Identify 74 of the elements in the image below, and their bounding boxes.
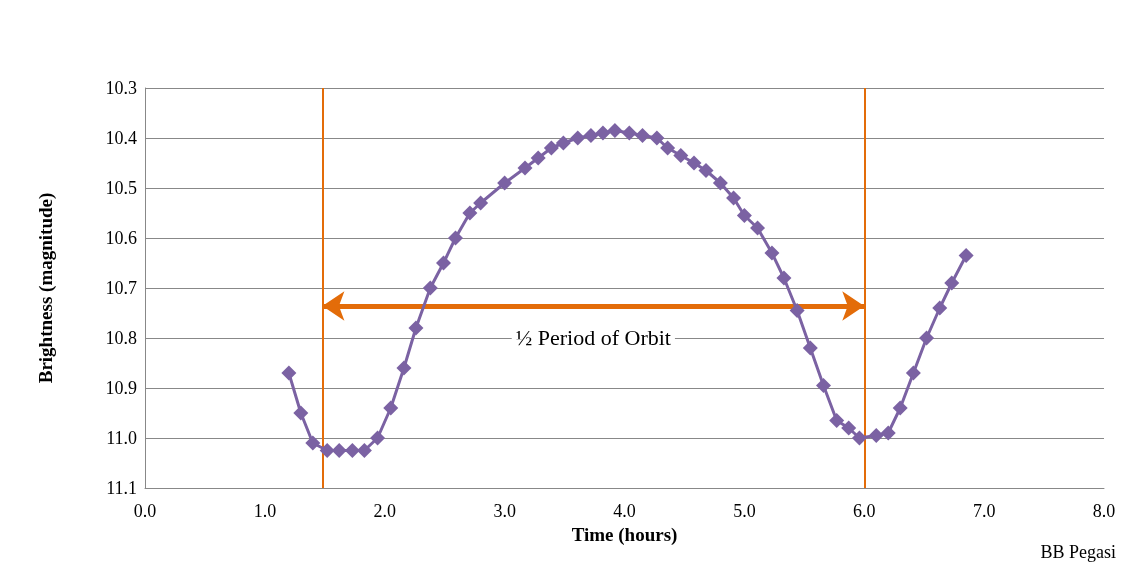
point [736,208,752,223]
point [932,300,948,316]
point [462,205,478,221]
y-tick-label: 10.4 [105,128,137,148]
point [621,125,637,141]
y-tick-label: 10.7 [105,278,137,298]
annotation: ½ Period of Orbit [515,324,671,350]
point [607,123,623,138]
point [750,220,766,236]
x-tick-label: 2.0 [373,501,396,521]
point [802,340,818,356]
point [383,400,399,416]
point [660,140,676,156]
x-tick-label: 7.0 [972,501,996,521]
point [408,320,424,336]
point [595,125,611,141]
y-tick-label: 10.5 [105,178,137,198]
point [530,150,546,166]
y-tick-label: 10.6 [105,228,137,248]
point [447,230,463,246]
point [649,130,665,146]
point [517,160,533,176]
point [319,443,335,458]
point [815,378,831,393]
x-tick-label: 4.0 [613,501,636,521]
x-tick-label: 8.0 [1092,501,1116,521]
x-tick-label: 5.0 [733,501,756,521]
point [686,155,702,171]
x-tick-label: 0.0 [133,501,157,521]
point [841,420,857,436]
point [673,148,689,163]
point [944,275,960,291]
y-tick-label: 10.9 [105,378,137,398]
point [543,140,559,156]
point [570,130,586,146]
point [497,175,513,191]
point [905,365,921,381]
point [776,270,792,286]
x-tick-label: 1.0 [253,501,277,521]
point [396,360,412,376]
x-tick-label: 3.0 [493,501,516,521]
point [634,128,650,143]
text: BB Pegasi [1040,542,1117,562]
point [473,195,489,211]
point [851,430,867,446]
point [789,303,805,318]
x-axis-title: Time (hours) [571,523,678,546]
y-tick-label: 10.3 [105,78,137,98]
point [698,163,714,178]
y-tick-label: 11.0 [106,428,137,448]
point [435,255,451,271]
point [829,413,845,428]
x-tick-label: 6.0 [853,501,876,521]
point [880,425,896,441]
point [344,443,360,458]
point [726,190,742,206]
point [370,430,386,446]
point [305,435,321,451]
point [868,428,884,443]
point [293,405,309,421]
point [281,365,297,381]
point [712,175,728,191]
y-tick-label: 10.8 [105,328,137,348]
y-axis-title: Brightness (magnitude) [35,192,57,384]
y-tick-label: 11.1 [106,478,137,498]
point [555,135,571,151]
point [958,248,974,263]
point [583,128,599,143]
point [422,280,438,296]
point [919,330,935,346]
point [331,443,347,458]
point [892,400,908,416]
point [764,245,780,261]
point [356,443,372,458]
